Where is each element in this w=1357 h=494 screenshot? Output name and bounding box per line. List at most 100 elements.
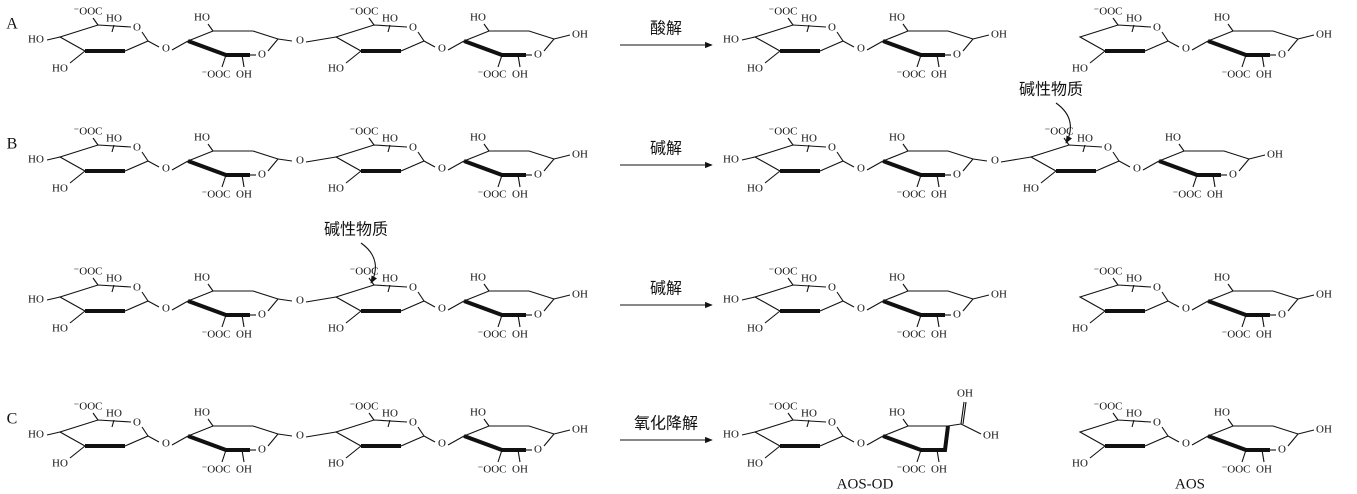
- bond: [973, 35, 989, 39]
- bond: [843, 436, 854, 442]
- note: 碱性物质: [324, 220, 388, 239]
- bond: [903, 284, 908, 291]
- atom-label: HO: [328, 183, 344, 195]
- atom-label: HO: [52, 63, 68, 75]
- atom-label: ⁻OOC: [768, 126, 797, 138]
- atom-label: HO: [1214, 407, 1230, 419]
- bond: [148, 161, 159, 167]
- atom-label: HO: [1126, 273, 1142, 285]
- atom-label: HO: [723, 294, 739, 306]
- bond: [222, 175, 226, 187]
- atom-label: O: [1278, 444, 1286, 456]
- bond: [1090, 446, 1105, 458]
- atom-label: HO: [1214, 272, 1230, 284]
- atom-label: HO: [801, 133, 817, 145]
- bond: [1228, 24, 1233, 31]
- bond: [125, 32, 148, 51]
- atom-label: ⁻OOC: [896, 69, 925, 81]
- bond: [47, 37, 60, 40]
- atom-label: O: [953, 169, 961, 181]
- caption: AOS-OD: [837, 476, 894, 492]
- bond: [306, 37, 336, 42]
- atom-label: ⁻OOC: [477, 69, 506, 81]
- bond: [93, 138, 98, 145]
- bond: [917, 450, 921, 462]
- bond: [346, 311, 361, 323]
- atom-label: O: [258, 169, 266, 181]
- atom-label: HO: [1126, 408, 1142, 420]
- bond: [1242, 55, 1246, 67]
- bond: [742, 157, 755, 160]
- bond: [1090, 51, 1105, 63]
- bond: [903, 144, 908, 151]
- bond: [1145, 292, 1168, 311]
- bond: [60, 25, 131, 51]
- atom-label: OH: [572, 289, 588, 301]
- condition: 碱解: [650, 279, 682, 298]
- bond: [93, 278, 98, 285]
- atom-label: OH: [236, 69, 252, 81]
- atom-label: O: [991, 155, 999, 167]
- atom-label: O: [1133, 163, 1141, 175]
- atom-label: ⁻OOC: [73, 266, 102, 278]
- atom-label: O: [953, 49, 961, 61]
- bond: [336, 420, 407, 446]
- atom-label: OH: [991, 289, 1007, 301]
- bond: [424, 41, 435, 47]
- atom-label: HO: [328, 323, 344, 335]
- bond: [1208, 41, 1270, 55]
- bond: [401, 32, 424, 51]
- atom-label: OH: [931, 329, 947, 341]
- bond: [1192, 436, 1208, 445]
- bond: [464, 41, 526, 55]
- bond: [820, 292, 843, 311]
- bond: [1090, 311, 1105, 323]
- bond: [306, 157, 336, 162]
- bond: [222, 450, 226, 462]
- atom-label: ⁻OOC: [1221, 69, 1250, 81]
- atom-label: HO: [106, 13, 122, 25]
- bond: [788, 413, 793, 420]
- bond: [208, 24, 213, 31]
- atom-label: O: [162, 43, 170, 55]
- atom-label: ⁻OOC: [201, 329, 230, 341]
- atom-label: HO: [194, 272, 210, 284]
- atom-label: ⁻OOC: [1172, 189, 1201, 201]
- bond: [883, 41, 945, 55]
- bond: [917, 55, 921, 67]
- atom-label: HO: [889, 407, 905, 419]
- atom-label: ⁻OOC: [349, 401, 378, 413]
- atom-label: OH: [957, 388, 973, 400]
- bond: [125, 427, 148, 446]
- bond: [1168, 41, 1179, 47]
- condition: 酸解: [650, 19, 682, 38]
- bond: [1031, 145, 1102, 171]
- atom-label: HO: [382, 133, 398, 145]
- condition: 碱解: [650, 139, 682, 158]
- atom-label: O: [162, 163, 170, 175]
- bond: [369, 413, 374, 420]
- atom-label: HO: [194, 12, 210, 24]
- bond: [883, 161, 945, 175]
- atom-label: O: [296, 295, 304, 307]
- bond: [484, 144, 489, 151]
- bond: [1080, 285, 1151, 311]
- diagram: A⁻OOCHOOHOHOOHOO⁻OOCOHO⁻OOCHOOHOOHOO⁻OOC…: [0, 0, 1357, 494]
- bond: [346, 446, 361, 458]
- bond: [401, 292, 424, 311]
- atom-label: ⁻OOC: [1093, 6, 1122, 18]
- atom-label: ⁻OOC: [768, 6, 797, 18]
- atom-label: HO: [1214, 12, 1230, 24]
- bond: [1080, 25, 1151, 51]
- bond: [188, 41, 250, 55]
- atom-label: O: [1153, 417, 1161, 429]
- bond: [369, 138, 374, 145]
- bond: [1298, 35, 1314, 39]
- bond: [424, 301, 435, 307]
- bond: [755, 145, 826, 171]
- bond: [1298, 295, 1314, 299]
- atom-label: ⁻OOC: [768, 401, 797, 413]
- atom-label: OH: [1267, 149, 1283, 161]
- atom-label: O: [1153, 282, 1161, 294]
- atom-label: HO: [1072, 63, 1088, 75]
